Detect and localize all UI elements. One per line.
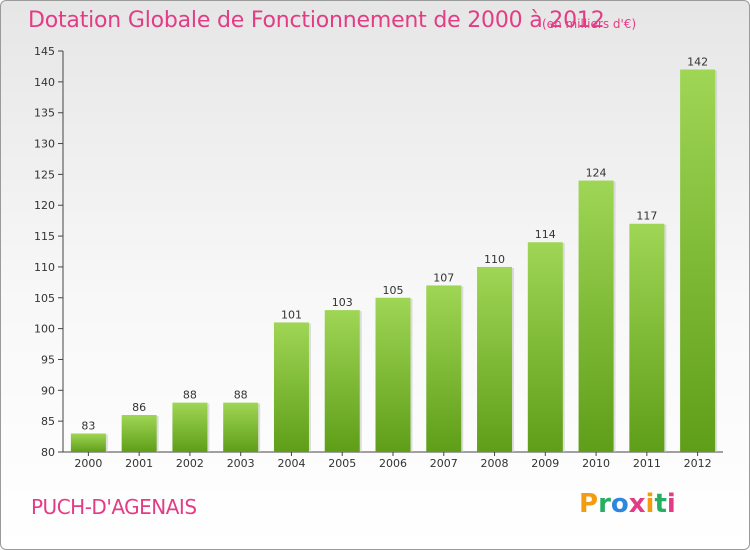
y-tick-label: 115	[34, 230, 55, 243]
x-tick-label: 2009	[531, 457, 559, 470]
bar[interactable]	[426, 285, 462, 452]
bar-value-label: 105	[383, 284, 404, 297]
bar[interactable]	[477, 266, 513, 452]
y-tick-label: 110	[34, 261, 55, 274]
y-tick-label: 130	[34, 138, 55, 151]
y-tick-label: 120	[34, 199, 55, 212]
bar[interactable]	[629, 223, 665, 452]
bar-value-label: 86	[132, 401, 146, 414]
bar-value-label: 114	[535, 228, 556, 241]
bar[interactable]	[70, 433, 106, 452]
bar[interactable]	[223, 402, 259, 452]
y-tick-label: 125	[34, 168, 55, 181]
logo-letter: t	[654, 489, 667, 519]
logo-letter: P	[579, 489, 599, 519]
bar-value-label: 83	[81, 419, 95, 432]
y-tick-label: 105	[34, 292, 55, 305]
y-tick-label: 135	[34, 107, 55, 120]
chart-subtitle: (en milliers d'€)	[542, 17, 637, 31]
y-tick-label: 100	[34, 323, 55, 336]
logo-letter: r	[598, 489, 611, 519]
y-tick-label: 85	[41, 415, 55, 428]
chart-title: Dotation Globale de Fonctionnement de 20…	[28, 8, 605, 33]
bar-value-label: 142	[687, 56, 708, 69]
bars-group: 83 86 88 88 101 103 105 107 110 114 124 117 142	[70, 56, 718, 453]
bar[interactable]	[527, 242, 563, 452]
x-tick-label: 2010	[582, 457, 610, 470]
bar-value-label: 117	[636, 210, 657, 223]
x-tick-label: 2004	[277, 457, 305, 470]
logo-letter: x	[628, 489, 646, 519]
bar-value-label: 110	[484, 253, 505, 266]
bar[interactable]	[172, 402, 208, 452]
x-tick-label: 2003	[227, 457, 255, 470]
x-tick-label: 2000	[74, 457, 102, 470]
x-tick-label: 2008	[481, 457, 509, 470]
x-tick-label: 2005	[328, 457, 356, 470]
bar-value-label: 107	[433, 271, 454, 284]
bar[interactable]	[121, 414, 157, 452]
axes: 80 85 90 95 100 105 110 115 120 125 130 135 140 145 20…	[34, 45, 723, 470]
y-tick-label: 145	[34, 45, 55, 58]
y-tick-label: 90	[41, 384, 55, 397]
x-tick-label: 2011	[633, 457, 661, 470]
x-tick-label: 2007	[430, 457, 458, 470]
bar-value-label: 124	[586, 167, 607, 180]
x-tick-label: 2002	[176, 457, 204, 470]
city-name: PUCH-D'AGENAIS	[31, 495, 197, 519]
logo-letter: i	[645, 489, 655, 519]
proxiti-logo[interactable]: Proxiti	[579, 489, 676, 519]
bar-value-label: 88	[183, 389, 197, 402]
bar-value-label: 88	[234, 389, 248, 402]
bar[interactable]	[375, 297, 411, 452]
bar-value-label: 103	[332, 296, 353, 309]
bar[interactable]	[680, 69, 716, 452]
bar-value-label: 101	[281, 308, 302, 321]
y-tick-label: 80	[41, 446, 55, 459]
bar[interactable]	[578, 180, 614, 453]
x-tick-label: 2006	[379, 457, 407, 470]
y-tick-label: 140	[34, 76, 55, 89]
logo-letter: i	[666, 489, 676, 519]
bar[interactable]	[324, 310, 360, 452]
x-tick-label: 2012	[684, 457, 712, 470]
logo-letter: o	[610, 489, 629, 519]
y-tick-label: 95	[41, 353, 55, 366]
bar[interactable]	[273, 322, 309, 452]
x-tick-label: 2001	[125, 457, 153, 470]
